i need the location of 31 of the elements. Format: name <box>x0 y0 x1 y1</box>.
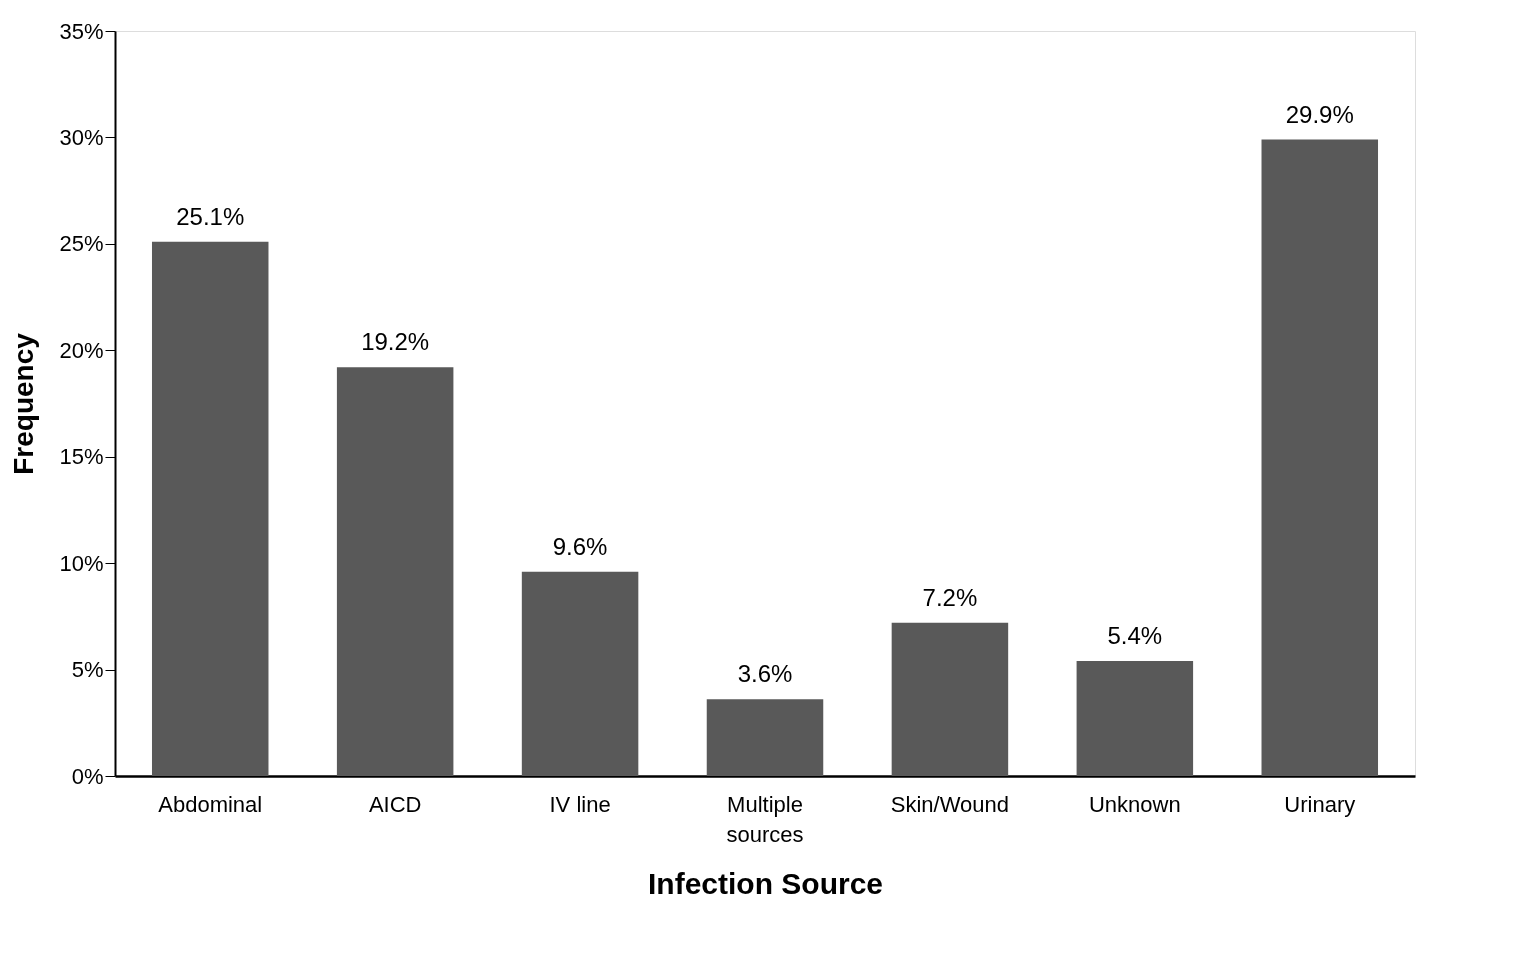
y-tick-label: 20% <box>59 337 104 363</box>
data-label: 25.1% <box>176 202 245 230</box>
y-tick-label: 0% <box>71 763 104 789</box>
bar <box>1261 139 1379 776</box>
x-tick-label: Multiple sources <box>726 791 804 847</box>
bar <box>706 699 824 776</box>
data-label: 3.6% <box>737 660 793 688</box>
data-label: 19.2% <box>361 328 430 356</box>
bar <box>151 241 269 776</box>
bar <box>891 622 1009 776</box>
y-tick-label: 25% <box>59 231 104 257</box>
x-tick-label: Urinary <box>1284 791 1356 817</box>
bar <box>521 571 639 776</box>
data-label: 29.9% <box>1285 100 1354 128</box>
y-tick-label: 30% <box>59 124 104 150</box>
x-axis-title: Infection Source <box>647 866 884 900</box>
y-tick-label: 5% <box>71 657 104 683</box>
bar <box>1076 661 1194 776</box>
data-label: 5.4% <box>1107 622 1163 650</box>
y-tick-label: 15% <box>59 444 104 470</box>
x-tick-label: IV line <box>549 791 611 817</box>
y-tick-label: 35% <box>59 18 104 44</box>
y-tick-label: 10% <box>59 550 104 576</box>
x-tick-label: Unknown <box>1088 791 1181 817</box>
x-tick-label: AICD <box>368 791 422 817</box>
x-tick-label: Abdominal <box>158 791 263 817</box>
y-axis-title: Frequency <box>8 332 40 475</box>
data-label: 7.2% <box>922 583 978 611</box>
data-label: 9.6% <box>552 532 608 560</box>
x-tick-label: Skin/Wound <box>890 791 1010 817</box>
bar <box>336 367 454 776</box>
